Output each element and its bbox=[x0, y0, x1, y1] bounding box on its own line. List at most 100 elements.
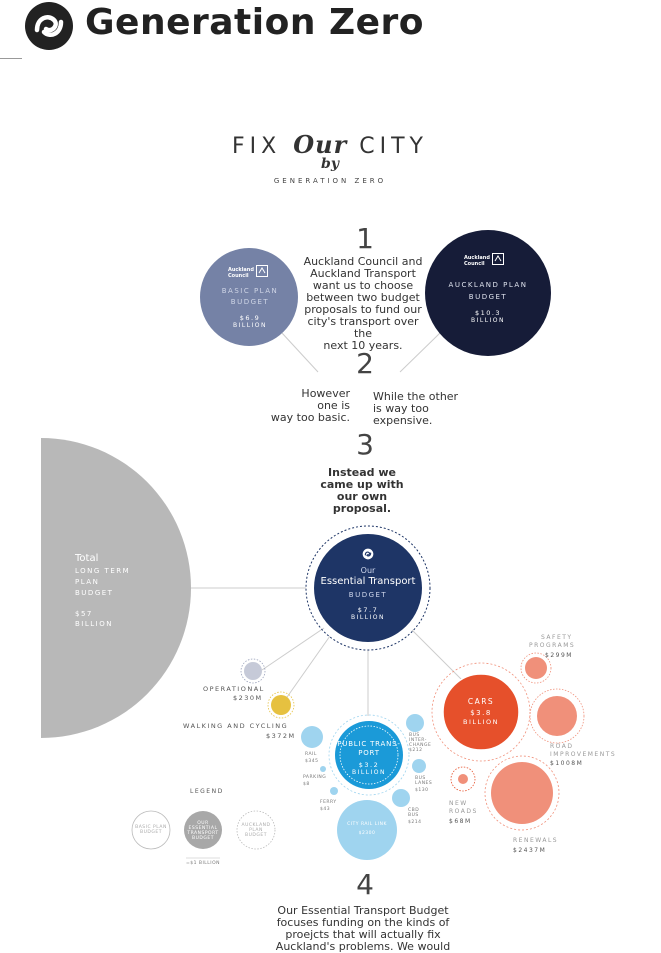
cbd-bus-label-1: CBD bbox=[408, 808, 420, 813]
bus-interchange-amount: $212 bbox=[409, 748, 423, 753]
step-3-text: Instead we came up with our own proposal. bbox=[320, 466, 404, 515]
long-term-name-3: BUDGET bbox=[75, 589, 114, 597]
road-improvements-circle bbox=[537, 696, 577, 736]
public-transport-amount: $3.2 bbox=[358, 761, 380, 769]
ferry-circle bbox=[330, 787, 338, 795]
road-improvements-label-2: IMPROVEMENTS bbox=[550, 751, 617, 758]
essential-name: Essential Transport bbox=[320, 576, 416, 587]
legend-title: LEGEND bbox=[190, 788, 224, 795]
legend-auckland-label: AUCKLAND PLAN BUDGET bbox=[241, 823, 271, 838]
legend-basic-label: BASIC PLAN BUDGET bbox=[135, 825, 167, 835]
new-roads-label-2: ROADS bbox=[449, 808, 478, 815]
step-4-number: 4 bbox=[356, 868, 374, 901]
long-term-plan-circle bbox=[41, 438, 191, 738]
long-term-name-1: LONG TERM bbox=[75, 567, 131, 575]
auckland-plan-name-2: BUDGET bbox=[468, 293, 508, 301]
bus-interchange-label-2: INTER- bbox=[409, 738, 427, 743]
cbd-bus-label-2: BUS bbox=[408, 813, 419, 818]
basic-plan-name-1: BASIC PLAN bbox=[221, 287, 279, 295]
generation-zero-swirl-icon bbox=[362, 548, 374, 560]
auckland-council-logo-icon bbox=[256, 265, 268, 277]
bus-interchange-circle bbox=[406, 714, 424, 732]
legend-auckland-circle bbox=[236, 810, 276, 850]
ferry-amount: $43 bbox=[320, 807, 331, 812]
auckland-plan-amount: $10.3 bbox=[474, 309, 502, 317]
renewals-amount: $2437M bbox=[513, 847, 547, 854]
basic-plan-org: Auckland Council bbox=[228, 267, 254, 279]
basic-plan-circle bbox=[200, 248, 298, 346]
rail-amount: $345 bbox=[305, 759, 319, 764]
bus-lanes-label-1: BUS bbox=[415, 776, 426, 781]
safety-label-2: PROGRAMS bbox=[529, 642, 576, 649]
bus-lanes-label-2: LANES bbox=[415, 781, 433, 786]
legend-ours-label: OUR ESSENTIAL TRANSPORT BUDGET bbox=[187, 821, 219, 841]
bus-interchange-label-1: BUS bbox=[409, 733, 420, 738]
long-term-name-2: PLAN bbox=[75, 578, 100, 586]
public-transport-unit: BILLION bbox=[351, 769, 387, 776]
auckland-plan-org: Auckland Council bbox=[464, 255, 490, 267]
cbd-bus-circle bbox=[392, 789, 410, 807]
renewals-circle bbox=[491, 762, 553, 824]
step-3-number: 3 bbox=[356, 428, 374, 461]
parking-label: PARKING bbox=[303, 775, 327, 780]
essential-budget-circle bbox=[314, 534, 422, 642]
header-divider bbox=[0, 58, 22, 59]
walking-label: WALKING AND CYCLING bbox=[183, 722, 289, 730]
cbd-bus-amount: $214 bbox=[408, 820, 422, 825]
bus-lanes-circle bbox=[412, 759, 426, 773]
cars-unit: BILLION bbox=[462, 718, 499, 726]
legend-basic-circle bbox=[131, 810, 171, 850]
step-1-text: Auckland Council and Auckland Transport wa… bbox=[303, 255, 423, 352]
public-transport-name-1: PUBLIC TRANS- bbox=[337, 740, 401, 748]
legend-ours-circle bbox=[184, 811, 222, 849]
essential-amount: $7.7 bbox=[357, 606, 379, 614]
legend-scale: =$1 BILLION bbox=[185, 861, 221, 866]
auckland-plan-circle bbox=[425, 230, 551, 356]
rail-label: RAIL bbox=[305, 752, 317, 757]
walking-cycling-circle bbox=[271, 695, 291, 715]
bus-interchange-label-3: CHANGE bbox=[409, 743, 432, 748]
step-2-right-text: While the other is way too expensive. bbox=[373, 390, 459, 427]
renewals-label: RENEWALS bbox=[513, 837, 559, 844]
city-rail-link-circle bbox=[337, 800, 397, 860]
auckland-council-logo-icon bbox=[492, 253, 504, 265]
new-roads-circle bbox=[458, 774, 468, 784]
road-improvements-amount: $1008M bbox=[550, 760, 584, 767]
public-transport-name-2: PORT bbox=[358, 749, 380, 757]
long-term-total: Total bbox=[75, 553, 99, 564]
cars-circle bbox=[442, 673, 520, 751]
essential-our: Our bbox=[360, 566, 376, 575]
safety-programs-circle bbox=[525, 657, 547, 679]
city-rail-link-amount: $2300 bbox=[358, 831, 376, 836]
operational-circle bbox=[244, 662, 262, 680]
long-term-amount: $57 bbox=[75, 610, 93, 618]
ferry-label: FERRY bbox=[320, 800, 337, 805]
parking-amount: $8 bbox=[303, 782, 310, 787]
rail-circle bbox=[301, 726, 323, 748]
essential-budget: BUDGET bbox=[348, 591, 388, 599]
basic-plan-name-2: BUDGET bbox=[230, 298, 270, 306]
new-roads-amount: $68M bbox=[449, 818, 472, 825]
public-transport-circle bbox=[335, 721, 403, 789]
safety-amount: $299M bbox=[545, 652, 573, 659]
bus-lanes-amount: $130 bbox=[415, 788, 429, 793]
road-improvements-label-1: ROAD bbox=[550, 743, 574, 750]
operational-amount: $230M bbox=[233, 694, 263, 702]
auckland-plan-unit: BILLION bbox=[470, 317, 506, 324]
auckland-plan-name-1: AUCKLAND PLAN bbox=[448, 281, 528, 289]
step-4-text: Our Essential Transport Budget focuses fu… bbox=[275, 904, 451, 953]
city-rail-link-label: CITY RAIL LINK bbox=[347, 822, 387, 827]
long-term-unit: BILLION bbox=[75, 620, 113, 628]
title-org: GENERATION ZERO bbox=[273, 177, 387, 185]
cars-amount: $3.8 bbox=[470, 709, 492, 717]
step-1-number: 1 bbox=[356, 222, 374, 255]
cars-name: CARS bbox=[467, 697, 495, 706]
basic-plan-unit: BILLION bbox=[232, 322, 268, 329]
basic-plan-amount: $6.9 bbox=[239, 314, 261, 322]
essential-unit: BILLION bbox=[350, 614, 386, 621]
new-roads-label-1: NEW bbox=[449, 800, 468, 807]
title-by: by bbox=[321, 156, 339, 172]
brand-name: Generation Zero bbox=[85, 2, 425, 43]
step-2-number: 2 bbox=[356, 347, 374, 380]
